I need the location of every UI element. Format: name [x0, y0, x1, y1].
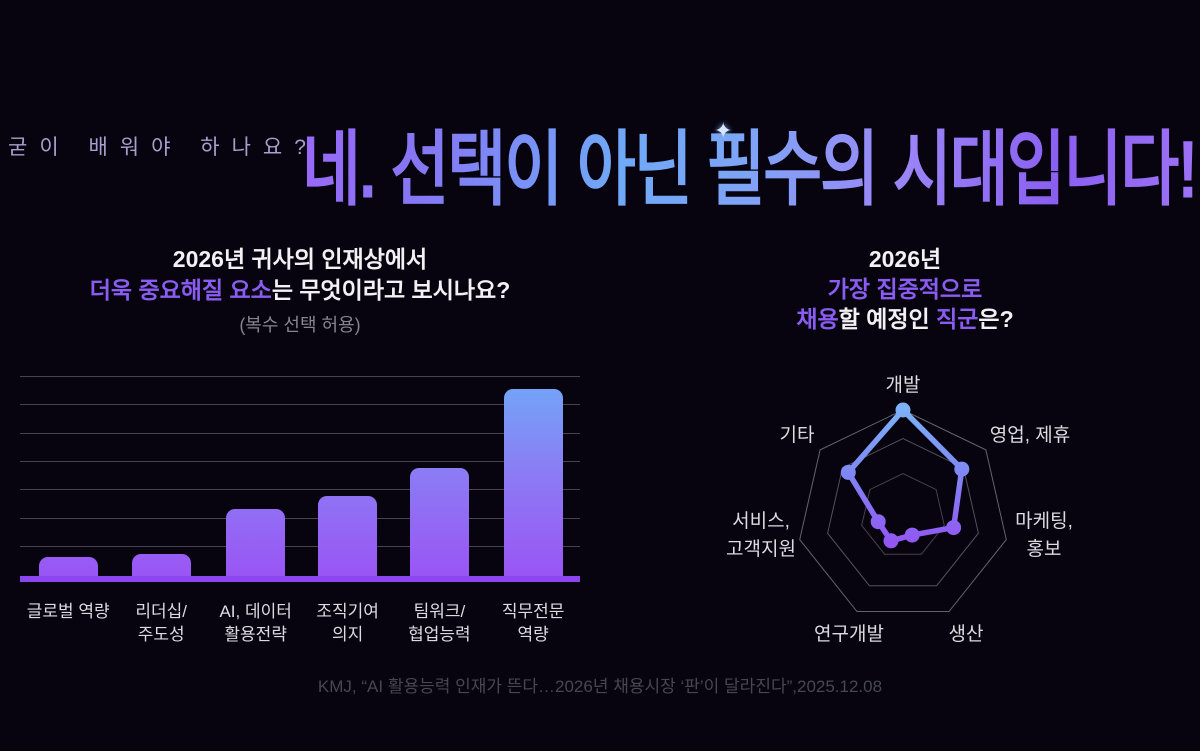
radar-title-mid: 할 예정인 — [838, 306, 937, 332]
bar-1 — [38, 557, 98, 576]
grid-line — [20, 517, 580, 519]
radar-title-hl1: 채용 — [796, 306, 839, 332]
grid-line — [20, 404, 580, 406]
radar-axis-label-marketing: 마케팅, 홍보 — [1015, 511, 1073, 560]
bar-axis-label: 조직기여 의지 — [316, 602, 379, 644]
radar-axis-label-dev: 개발 — [885, 375, 921, 396]
bar-axis-label: 직무전문 역량 — [501, 602, 565, 644]
bar-axis-label: 글로벌 역량 — [26, 602, 110, 621]
radar-title-hl2: 직군 — [936, 306, 979, 332]
radar-data-point — [946, 520, 962, 536]
bar-3 — [226, 509, 286, 576]
source-citation: KMJ, “AI 활용능력 인재가 뜬다…2026년 채용시장 ‘판’이 달라진… — [317, 677, 883, 696]
bar-chart-title-line1: 2026년 귀사의 인재상에서 — [50, 244, 550, 275]
grid-line — [20, 432, 580, 434]
bar-title-text: 2026년 귀사의 인재상에서 — [172, 246, 428, 272]
radar-axis-label-sales: 영업, 제휴 — [989, 425, 1071, 446]
x-axis-baseline — [20, 576, 580, 582]
radar-chart — [799, 402, 1007, 612]
bar-chart-title: 2026년 귀사의 인재상에서 더욱 중요해질 요소는 무엇이라고 보시나요? … — [50, 244, 550, 341]
radar-ring — [861, 473, 945, 555]
bar-chart-subtitle: (복수 선택 허용) — [239, 315, 361, 335]
grid-line — [20, 460, 580, 462]
radar-chart-title: 2026년 가장 집중적으로 채용할 예정인 직군은? — [765, 244, 1045, 334]
radar-title-line2: 가장 집중적으로 — [827, 276, 983, 302]
radar-axis-label-etc: 기타 — [779, 425, 815, 446]
grid-line — [20, 545, 580, 547]
bar-title-highlight: 더욱 중요해질 요소 — [89, 277, 272, 303]
radar-ring — [827, 438, 979, 587]
radar-axis-label-production: 생산 — [948, 624, 984, 645]
sparkle-icon: ✦ — [714, 118, 733, 143]
bar-axis-label: 리더십/주도성 — [135, 602, 188, 644]
radar-axis-label-service: 서비스, 고객지원 — [726, 511, 796, 560]
radar-data-polygon — [845, 407, 965, 544]
bar-chart — [20, 376, 580, 582]
bar-4 — [318, 496, 378, 576]
bar-chart-title-line2: 더욱 중요해질 요소는 무엇이라고 보시나요? — [50, 275, 550, 306]
grid-line — [20, 489, 580, 491]
radar-data-point — [954, 461, 970, 477]
radar-title-line1: 2026년 — [868, 246, 942, 272]
radar-data-point — [840, 464, 856, 480]
radar-data-point — [883, 533, 899, 549]
radar-data-point — [904, 527, 920, 543]
main-title: 네. 선택이 아닌 필수의 시대입니다! — [302, 104, 1199, 222]
bar-axis-label: AI, 데이터 활용전략 — [219, 602, 292, 644]
radar-data-point — [870, 514, 886, 530]
grid-line — [20, 376, 580, 377]
eyebrow-question: 굳이 배워야 하나요? — [8, 136, 318, 159]
bar-6 — [503, 389, 563, 576]
bar-axis-label: 팀워크/협업능력 — [408, 602, 471, 644]
bar-5 — [409, 468, 469, 576]
bar-2 — [131, 554, 191, 576]
radar-title-line3: 채용할 예정인 직군은? — [765, 304, 1045, 334]
radar-data-point — [895, 402, 911, 418]
radar-axis-label-rnd: 연구개발 — [814, 624, 884, 645]
radar-title-end: 은? — [978, 306, 1014, 332]
radar-ring — [799, 409, 1007, 612]
bar-title-rest: 는 무엇이라고 보시나요? — [271, 277, 511, 303]
